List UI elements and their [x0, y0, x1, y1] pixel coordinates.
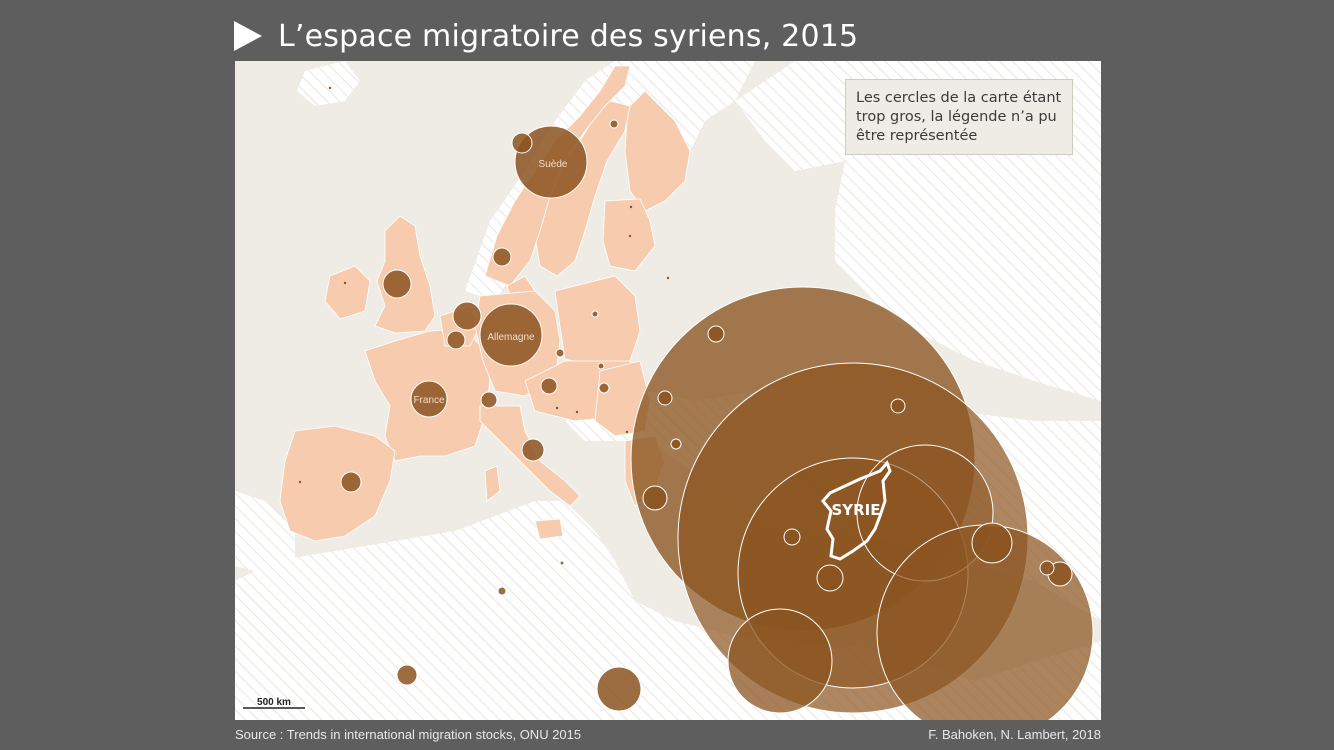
circle-kuwait	[971, 522, 1013, 564]
circle-switzerland	[480, 391, 498, 409]
circle-libya	[596, 666, 642, 712]
map[interactable]: Suède Allemagne France SYRIE 500 km Les …	[235, 61, 1101, 720]
circle-belgium	[446, 330, 466, 350]
label-sweden: Suède	[539, 159, 568, 170]
label-germany: Allemagne	[487, 332, 535, 343]
circle-sweden	[514, 125, 588, 199]
play-icon	[234, 21, 262, 51]
circle-romania	[598, 382, 610, 394]
eu-countries	[279, 65, 691, 542]
circle-algeria	[396, 664, 418, 686]
circle-egypt	[727, 608, 833, 714]
circle-bulgaria	[657, 390, 673, 406]
circle-russia	[707, 325, 725, 343]
circle-france	[410, 380, 448, 418]
circle-palestine	[816, 564, 844, 592]
circle-greece	[642, 485, 668, 511]
circle-hungary	[597, 362, 605, 370]
circle-uk	[382, 269, 412, 299]
circle-georgia	[890, 398, 906, 414]
scale-bar: 500 km	[243, 697, 305, 709]
circle-tunisia	[497, 586, 507, 596]
circle-malta	[559, 560, 565, 566]
legend-note: Les cercles de la carte étant trop gros,…	[845, 79, 1073, 155]
label-syria: SYRIE	[831, 501, 880, 519]
page-title: L’espace migratoire des syriens, 2015	[278, 18, 859, 54]
map-canvas: Suède Allemagne France SYRIE 500 km	[235, 61, 1101, 720]
big-circles	[630, 286, 1094, 720]
circle-spain	[340, 471, 362, 493]
circle-cyprus	[670, 438, 682, 450]
circle-norway	[511, 132, 533, 154]
small-circles	[340, 119, 1073, 712]
title-row: L’espace migratoire des syriens, 2015	[234, 14, 858, 58]
circle-israel	[783, 528, 801, 546]
circle-italy	[521, 438, 545, 462]
circle-austria	[540, 377, 558, 395]
circle-poland	[591, 310, 599, 318]
circle-germany	[479, 303, 543, 367]
credits: F. Bahoken, N. Lambert, 2018	[928, 727, 1101, 742]
circle-finland	[609, 119, 619, 129]
circle-bahrain	[1039, 560, 1055, 576]
circle-netherlands	[452, 301, 482, 331]
scale-bar-label: 500 km	[257, 697, 291, 708]
tiny-dots	[298, 86, 670, 484]
circle-czech	[555, 348, 565, 358]
circle-denmark	[492, 247, 512, 267]
label-france: France	[413, 395, 445, 406]
source-note: Source : Trends in international migrati…	[235, 727, 582, 742]
syria-outline	[821, 460, 892, 561]
